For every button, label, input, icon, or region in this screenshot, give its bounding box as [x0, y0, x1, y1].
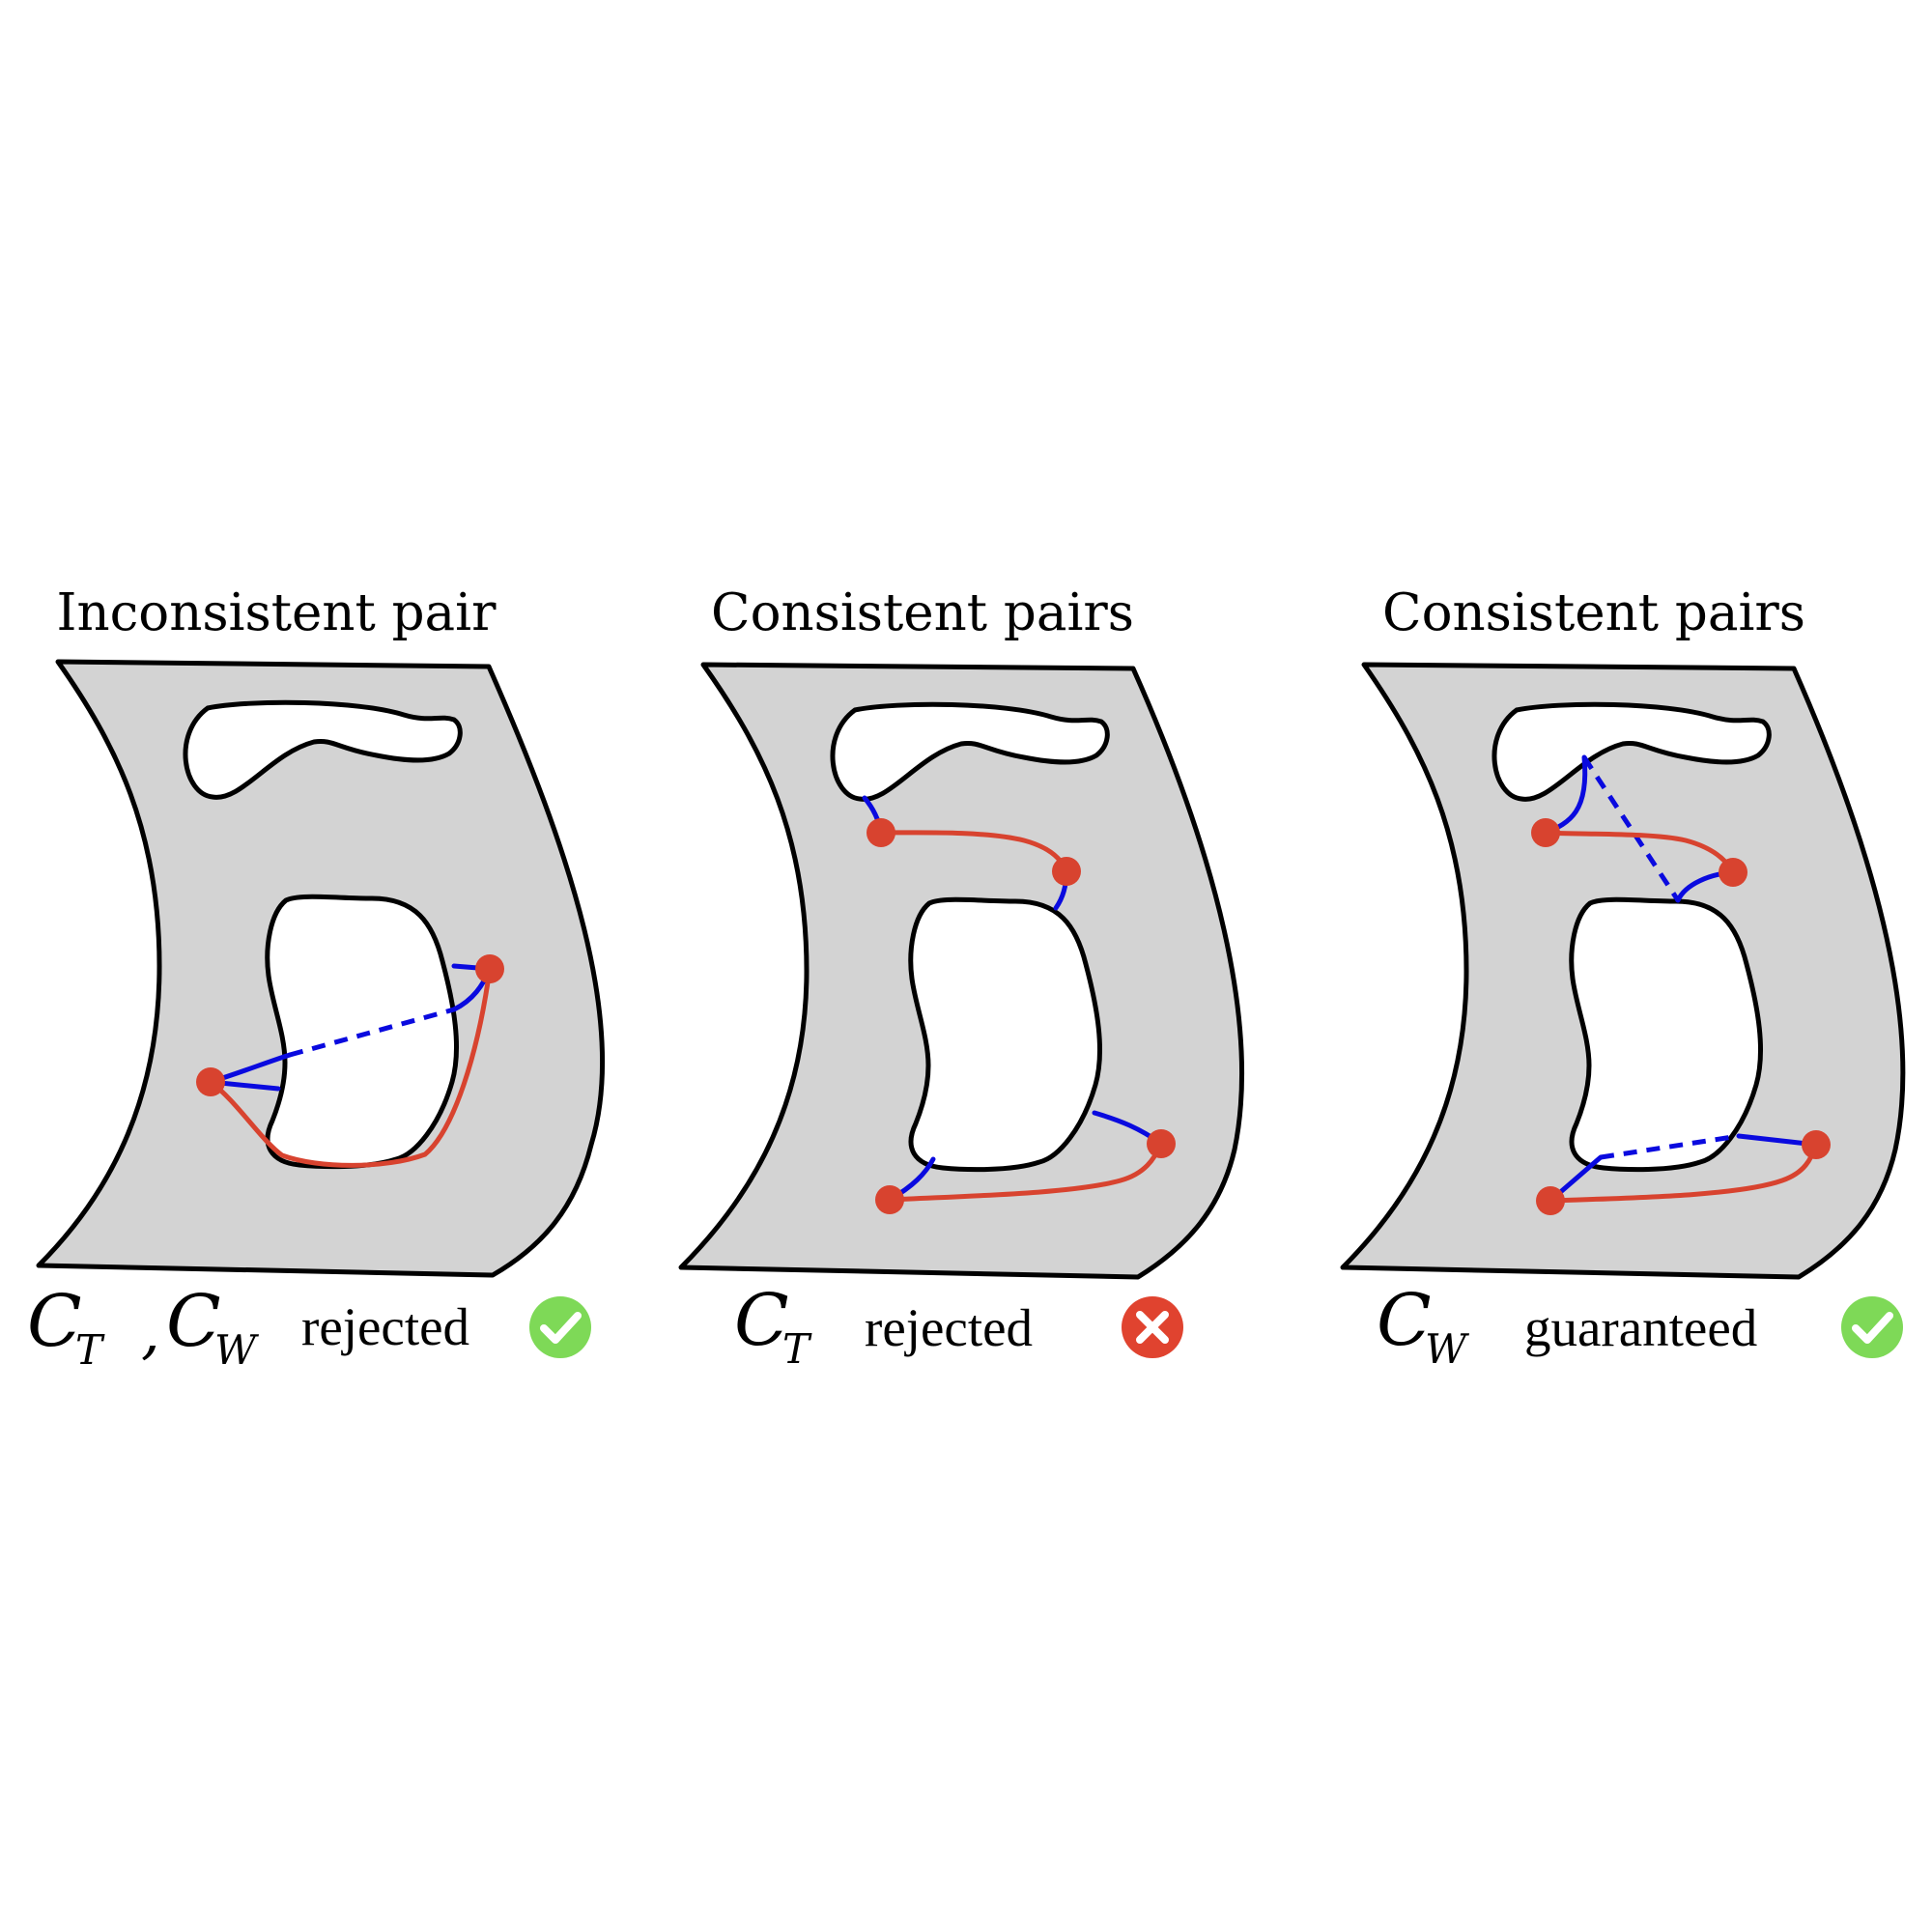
panel-1-caption-text: rejected	[301, 1297, 469, 1356]
panel-1-math-sub1: T	[75, 1326, 105, 1374]
panel-1-math-c1: C	[27, 1280, 82, 1363]
panel-2-point-top-right	[1052, 857, 1081, 886]
panel-1-caption: C T , C W rejected	[27, 1280, 469, 1374]
panel-1-math-separator: ,	[141, 1296, 160, 1367]
panel-3-red-path-a	[1543, 830, 1736, 875]
panel-2-bottom-hole	[908, 896, 1103, 1173]
panel-1-red-path	[208, 966, 493, 1168]
panel-1: Inconsistent pair C T , C W rejected	[27, 583, 606, 1374]
panel-3-math-c1: C	[1377, 1279, 1432, 1362]
panel-1-math-sub2: W	[214, 1326, 260, 1374]
panel-3-point-bottom-left	[1536, 1186, 1565, 1215]
panel-2-caption-text: rejected	[865, 1298, 1033, 1357]
panel-3: Consistent pairs C W guaranteed	[1340, 583, 1906, 1373]
panel-2-point-bottom-right	[1147, 1129, 1176, 1158]
panel-3-math-sub1: W	[1425, 1325, 1470, 1373]
panel-2-title: Consistent pairs	[711, 583, 1134, 642]
panel-3-blue-dashed-path-a	[1581, 755, 1681, 902]
panel-2-caption: C T rejected	[734, 1279, 1033, 1373]
panel-2-math-sub1: T	[782, 1325, 812, 1373]
panel-3-point-top-left	[1531, 818, 1560, 847]
panel-2-red-path-b	[887, 1141, 1164, 1203]
panel-1-point-right	[475, 954, 504, 983]
panel-1-point-left	[196, 1067, 225, 1096]
panel-2-point-top-left	[867, 818, 895, 847]
cross-icon	[1122, 1296, 1183, 1358]
panel-3-point-bottom-right	[1802, 1130, 1831, 1159]
panel-3-title: Consistent pairs	[1382, 583, 1805, 642]
panel-1-bottom-hole	[265, 894, 460, 1170]
check-icon	[529, 1296, 591, 1358]
panel-3-caption-text: guaranteed	[1524, 1298, 1757, 1357]
panel-2-math-c1: C	[734, 1279, 789, 1362]
panel-3-badge	[1841, 1296, 1903, 1358]
panel-2-point-bottom-left	[875, 1185, 904, 1214]
panel-3-caption: C W guaranteed	[1377, 1279, 1757, 1373]
panel-2-top-hole	[830, 701, 1110, 802]
check-icon	[1841, 1296, 1903, 1358]
panel-3-blue-dashed-path-b	[1600, 1133, 1740, 1160]
panel-3-bottom-hole	[1569, 896, 1764, 1173]
panel-3-red-path-b	[1548, 1142, 1819, 1204]
panel-1-math-c2: C	[166, 1280, 221, 1363]
panel-2-red-path-a	[878, 830, 1069, 874]
panel-2: Consistent pairs C T rejected	[678, 583, 1244, 1373]
panel-1-top-hole	[183, 699, 463, 800]
panel-1-blue-dashed-path	[289, 1007, 455, 1058]
panel-1-title: Inconsistent pair	[57, 583, 497, 642]
panel-3-top-hole	[1492, 701, 1772, 802]
panel-1-badge	[529, 1296, 591, 1358]
panel-3-point-top-right	[1719, 858, 1747, 887]
